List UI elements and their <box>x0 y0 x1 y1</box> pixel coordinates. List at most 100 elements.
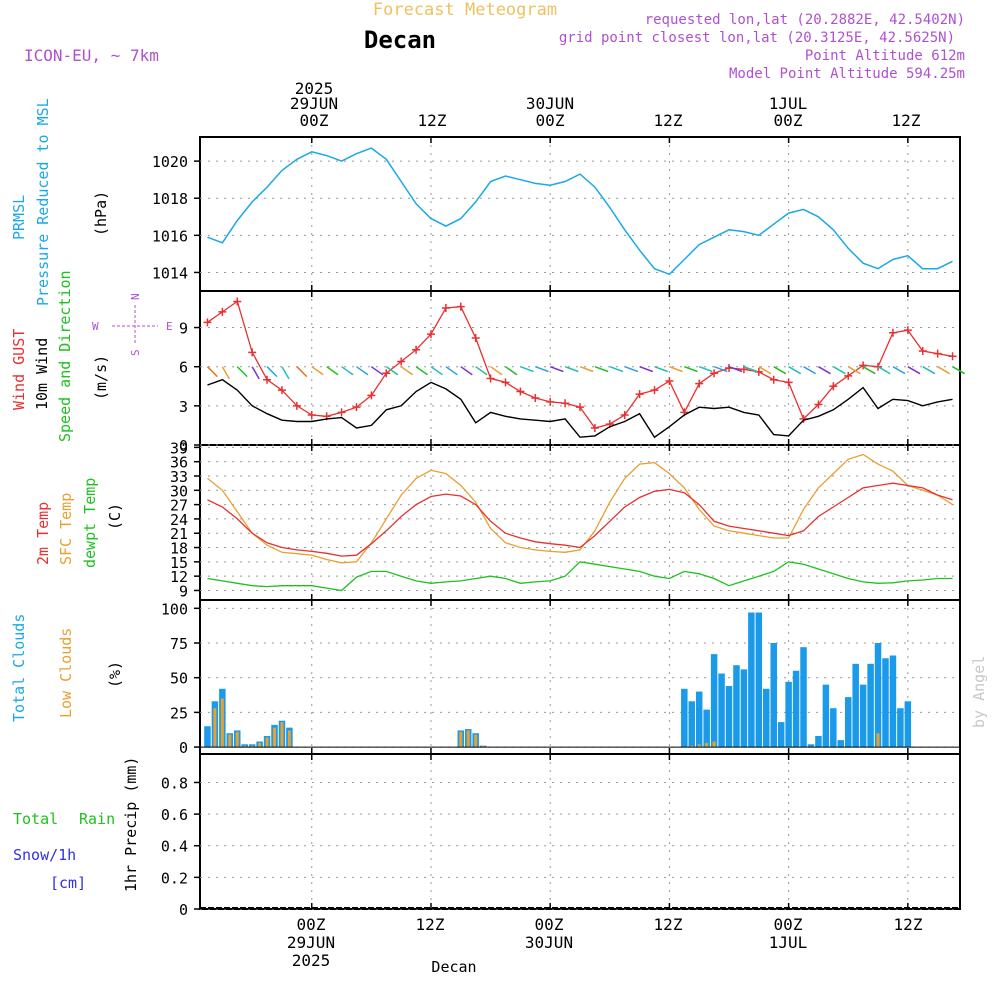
y-tick-label: 1014 <box>152 264 188 282</box>
series-group <box>200 147 966 909</box>
total-cloud-bar <box>852 663 859 748</box>
y-tick-label: 1016 <box>152 227 188 245</box>
top-year-label: 2025 <box>295 79 334 98</box>
gust-marker <box>218 307 227 316</box>
wind-arrow <box>356 366 369 376</box>
compass-n: N <box>129 293 142 300</box>
model-altitude: Model Point Altitude 594.25m <box>729 66 965 82</box>
total-cloud-bar <box>904 701 912 748</box>
total-cloud-bar <box>695 691 703 748</box>
low-cloud-bar <box>287 730 291 748</box>
gust-marker <box>307 410 316 419</box>
gust-marker <box>888 328 897 337</box>
top-tick-label-4: 12Z <box>654 111 683 130</box>
wind-arrow <box>862 366 876 375</box>
total-cloud-bar <box>874 643 882 748</box>
top-day-label-1: 29JUN <box>290 94 338 113</box>
wind-arrow <box>788 366 802 375</box>
gust-marker <box>948 352 957 361</box>
wind-arrow <box>400 366 414 376</box>
gust-marker <box>844 371 853 380</box>
wind-arrow <box>728 365 743 373</box>
wind-arrow <box>832 366 846 375</box>
pressure-label-1: PRMSL <box>10 195 28 240</box>
gust-marker <box>292 401 301 410</box>
low-cloud-bar <box>712 741 716 748</box>
gust-marker <box>337 408 346 417</box>
wind-arrow <box>684 365 698 373</box>
total-cloud-bar <box>763 688 770 748</box>
gust-marker <box>248 348 257 357</box>
gust-marker <box>516 387 525 396</box>
temp-label-3: dewpt Temp <box>81 478 99 568</box>
total-cloud-bar <box>785 681 792 748</box>
top-tick-label-6: 12Z <box>892 111 921 130</box>
clouds-label-1: Total Clouds <box>10 614 28 722</box>
low-cloud-bar <box>273 727 277 748</box>
precip-label-total: Total <box>13 810 58 828</box>
low-cloud-bar <box>213 708 217 748</box>
wind-arrow <box>281 366 290 380</box>
chart-title: Forecast Meteogram <box>373 0 557 20</box>
wind-arrow <box>803 366 817 375</box>
wind-arrow <box>892 366 906 375</box>
gust-marker <box>426 330 435 339</box>
y-tick-label: 0 <box>179 901 188 919</box>
low-cloud-bar <box>250 745 254 748</box>
y-tick-label: 1018 <box>152 190 188 208</box>
low-cloud-bar <box>459 731 463 748</box>
compass-rose: N S W E <box>92 293 173 356</box>
y-tick-label: 25 <box>170 704 188 722</box>
gust-marker <box>397 357 406 366</box>
wind-arrow <box>266 366 278 378</box>
wind-arrow <box>698 365 713 373</box>
y-tick-label: 75 <box>170 635 188 653</box>
top-day-label-2: 30JUN <box>526 94 574 113</box>
wind-arrow <box>251 366 260 380</box>
y-tick-label: 0.4 <box>161 838 188 856</box>
gust-marker <box>918 347 927 356</box>
gust-marker <box>382 369 391 378</box>
wind-arrow <box>907 366 921 375</box>
total-cloud-bar <box>882 658 889 748</box>
gust-marker <box>277 386 286 395</box>
wind-arrow <box>445 366 458 376</box>
gust-marker <box>665 377 674 386</box>
total-cloud-bar <box>710 654 718 748</box>
total-cloud-bar <box>740 669 748 748</box>
gust-marker <box>739 365 748 374</box>
gust-marker <box>367 391 376 400</box>
wind-arrow <box>385 366 399 376</box>
y-tick-label: 24 <box>170 511 188 529</box>
y-tick-label: 27 <box>170 497 188 515</box>
total-cloud-bar <box>688 701 696 748</box>
gust-marker <box>635 390 644 399</box>
y-tick-label: 21 <box>170 525 188 543</box>
wind-arrow <box>922 366 936 375</box>
low-cloud-bar <box>228 734 232 748</box>
bottom-day-label-2: 30JUN <box>525 933 573 952</box>
panel-frame <box>199 136 961 292</box>
temp-labels: 2m Temp SFC Temp dewpt Temp (C) <box>34 478 124 568</box>
y-tick-label: 36 <box>170 454 188 472</box>
total-cloud-bar <box>755 612 763 748</box>
compass-s: S <box>129 349 142 356</box>
total-cloud-bar <box>718 673 725 748</box>
compass-w: W <box>92 320 99 333</box>
wind-arrow <box>326 366 339 376</box>
wind-arrow <box>236 366 248 378</box>
wind-arrow <box>505 366 518 376</box>
total-cloud-bar <box>733 665 740 748</box>
wind-arrow <box>520 365 534 373</box>
model-label: ICON-EU, ~ 7km <box>24 46 159 65</box>
gust-marker <box>203 318 212 327</box>
gust-marker <box>471 333 480 342</box>
gust-marker <box>650 386 659 395</box>
total-cloud-bar <box>792 670 800 748</box>
axes: 1014101610181020036991215182124273033363… <box>152 137 909 919</box>
total-cloud-bar <box>837 740 845 748</box>
wind10-line <box>207 378 953 439</box>
t2m-line <box>207 482 953 557</box>
footer-location: Decan <box>431 958 476 976</box>
gust-marker <box>903 326 912 335</box>
